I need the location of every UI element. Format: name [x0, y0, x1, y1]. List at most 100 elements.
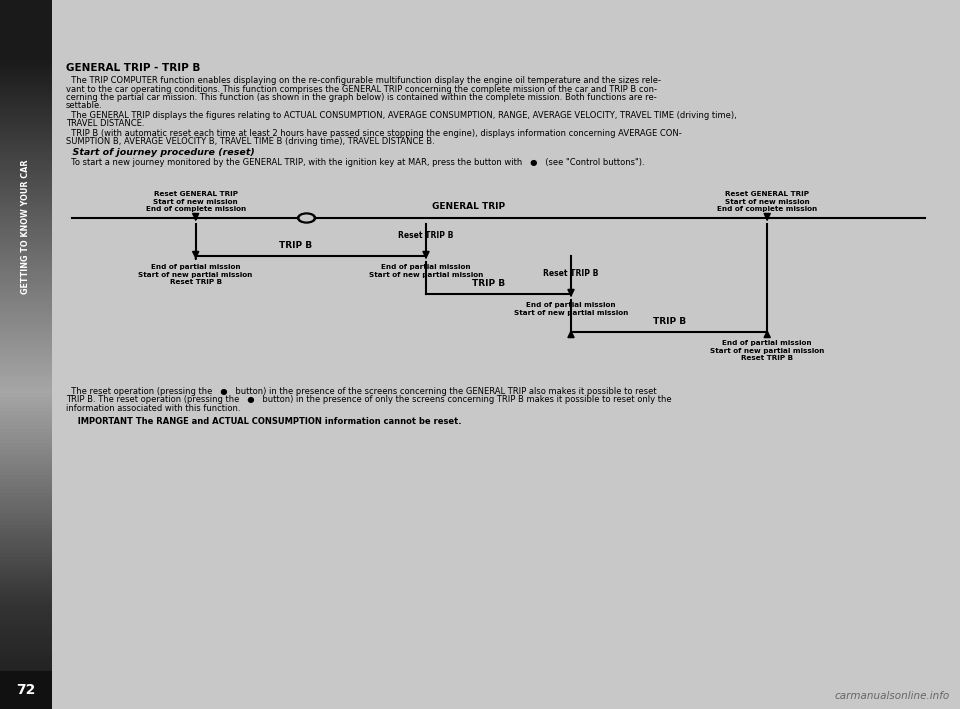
Bar	[0, 503, 52, 507]
Bar	[0, 124, 52, 128]
Bar	[0, 656, 52, 659]
Bar	[0, 592, 52, 596]
Text: GETTING TO KNOW YOUR CAR: GETTING TO KNOW YOUR CAR	[21, 160, 31, 294]
Text: Start of new partial mission: Start of new partial mission	[138, 272, 252, 277]
Bar	[0, 152, 52, 156]
Bar	[0, 60, 52, 64]
Bar	[0, 128, 52, 131]
Bar	[0, 305, 52, 308]
Bar	[0, 546, 52, 549]
Bar	[0, 354, 52, 358]
Bar	[0, 284, 52, 287]
Text: TRAVEL DISTANCE.: TRAVEL DISTANCE.	[66, 120, 145, 128]
Bar	[0, 432, 52, 436]
Bar	[0, 422, 52, 425]
Bar	[0, 688, 52, 691]
Bar	[0, 280, 52, 284]
Bar	[0, 415, 52, 418]
Bar	[0, 18, 52, 21]
Bar	[0, 560, 52, 564]
Bar	[0, 454, 52, 457]
Text: carmanualsonline.info: carmanualsonline.info	[835, 691, 950, 701]
Bar	[0, 0, 52, 4]
Bar	[0, 294, 52, 298]
Bar	[0, 85, 52, 89]
Text: End of complete mission: End of complete mission	[717, 206, 817, 212]
Bar	[0, 383, 52, 386]
Bar	[0, 510, 52, 514]
Bar	[0, 671, 52, 709]
Bar	[0, 195, 52, 199]
Bar	[0, 35, 52, 39]
Bar	[0, 64, 52, 67]
Bar	[0, 411, 52, 415]
Bar	[0, 11, 52, 14]
Bar	[0, 188, 52, 191]
Bar	[0, 702, 52, 705]
Ellipse shape	[298, 213, 316, 223]
Text: SUMPTION B, AVERAGE VELOCITY B, TRAVEL TIME B (driving time), TRAVEL DISTANCE B.: SUMPTION B, AVERAGE VELOCITY B, TRAVEL T…	[66, 138, 435, 147]
Bar	[0, 351, 52, 354]
Bar	[0, 585, 52, 588]
Bar	[0, 450, 52, 454]
Bar	[0, 471, 52, 475]
Bar	[0, 234, 52, 238]
Bar	[0, 393, 52, 397]
Bar	[0, 308, 52, 312]
Bar	[0, 312, 52, 316]
Bar	[0, 96, 52, 99]
Bar	[0, 379, 52, 383]
Bar	[0, 4, 52, 7]
Text: 72: 72	[16, 683, 36, 697]
Bar	[0, 145, 52, 149]
Bar	[0, 248, 52, 252]
Bar	[0, 110, 52, 113]
Text: Start of new partial mission: Start of new partial mission	[710, 347, 825, 354]
Bar	[0, 404, 52, 408]
Text: cerning the partial car mission. This function (as shown in the graph below) is : cerning the partial car mission. This fu…	[66, 93, 657, 102]
Bar	[0, 627, 52, 631]
Text: settable.: settable.	[66, 101, 103, 111]
Bar	[0, 500, 52, 503]
Bar	[0, 588, 52, 592]
Bar	[0, 386, 52, 390]
Text: TRIP B: TRIP B	[279, 241, 312, 250]
Bar	[0, 606, 52, 610]
Bar	[0, 223, 52, 227]
Bar	[0, 397, 52, 401]
Bar	[0, 461, 52, 464]
Bar	[0, 489, 52, 493]
Text: IMPORTANT The RANGE and ACTUAL CONSUMPTION information cannot be reset.: IMPORTANT The RANGE and ACTUAL CONSUMPTI…	[72, 416, 462, 425]
Text: TRIP B (with automatic reset each time at least 2 hours have passed since stoppi: TRIP B (with automatic reset each time a…	[66, 129, 682, 138]
Bar	[0, 298, 52, 301]
Bar	[0, 347, 52, 351]
Bar	[0, 259, 52, 262]
Bar	[0, 429, 52, 432]
Bar	[0, 532, 52, 535]
Bar	[0, 71, 52, 74]
Bar	[0, 326, 52, 330]
Bar	[0, 43, 52, 46]
Bar	[0, 479, 52, 482]
Bar	[0, 181, 52, 184]
Bar	[0, 542, 52, 546]
Bar	[0, 160, 52, 163]
Bar	[0, 206, 52, 209]
Bar	[0, 539, 52, 542]
Bar	[0, 255, 52, 259]
Text: Reset TRIP B: Reset TRIP B	[398, 231, 454, 240]
Bar	[0, 269, 52, 273]
Bar	[0, 620, 52, 624]
Bar	[0, 135, 52, 138]
Bar	[0, 46, 52, 50]
Bar	[0, 209, 52, 213]
Bar	[0, 436, 52, 440]
Bar	[0, 163, 52, 167]
Text: TRIP B: TRIP B	[653, 317, 685, 326]
Bar	[0, 220, 52, 223]
Bar	[0, 567, 52, 571]
Bar	[0, 408, 52, 411]
Bar	[0, 443, 52, 447]
Text: TRIP B. The reset operation (pressing the   ●   button) in the presence of only : TRIP B. The reset operation (pressing th…	[66, 396, 672, 405]
Bar	[0, 457, 52, 461]
